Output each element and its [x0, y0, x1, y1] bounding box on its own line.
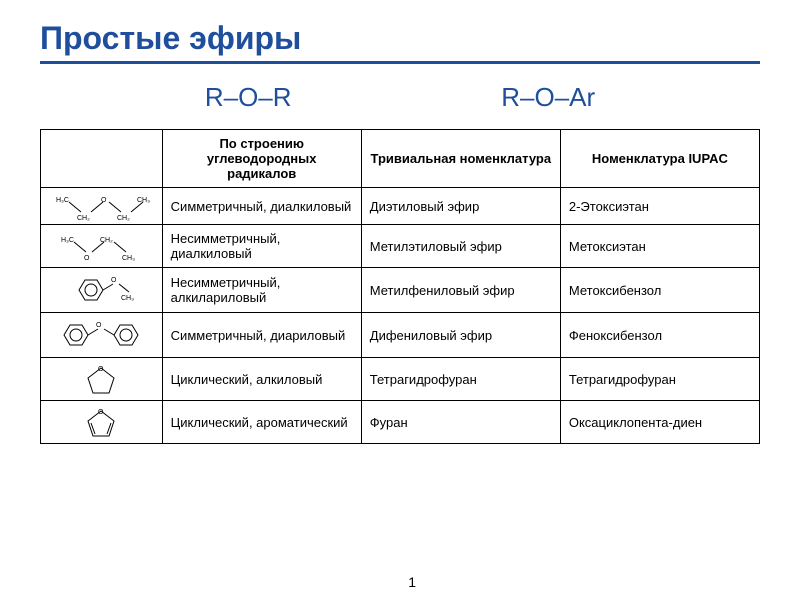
cell-iupac: Тетрагидрофуран	[560, 358, 759, 401]
cell-trivial: Метилэтиловый эфир	[361, 225, 560, 268]
svg-text:O: O	[98, 366, 104, 373]
svg-text:CH₃: CH₃	[121, 295, 134, 302]
svg-text:H₃C: H₃C	[56, 197, 69, 204]
cell-trivial: Тетрагидрофуран	[361, 358, 560, 401]
cell-iupac: Метоксибензол	[560, 268, 759, 313]
svg-text:H₃C: H₃C	[61, 237, 74, 244]
svg-text:CH₂: CH₂	[77, 215, 90, 222]
table-row: O Циклический, ароматический Фуран Оксац…	[41, 401, 760, 444]
cell-classification: Несимметричный, диалкиловый	[162, 225, 361, 268]
cell-classification: Циклический, алкиловый	[162, 358, 361, 401]
diethyl-ether-icon: H₃C CH₂ O CH₂ CH₃	[51, 190, 151, 222]
table-row: O Симметричный, диариловый Дифениловый э…	[41, 313, 760, 358]
thf-icon: O	[76, 360, 126, 398]
formula-left: R–O–R	[205, 82, 292, 113]
cell-classification: Несимметричный, алкилариловый	[162, 268, 361, 313]
svg-text:CH₃: CH₃	[137, 197, 150, 204]
page-title: Простые эфиры	[40, 20, 760, 57]
cell-iupac: Оксациклопента-диен	[560, 401, 759, 444]
structure-thf: O	[41, 358, 163, 401]
header-trivial: Тривиальная номенклатура	[361, 130, 560, 188]
diphenyl-ether-icon: O	[56, 315, 146, 355]
cell-trivial: Диэтиловый эфир	[361, 188, 560, 225]
structure-furan: O	[41, 401, 163, 444]
header-structure	[41, 130, 163, 188]
ethers-table: По строению углеводородных радикалов Три…	[40, 129, 760, 444]
table-row: H₃C O CH₂ CH₃ Несимметричный, диалкиловы…	[41, 225, 760, 268]
formula-right: R–O–Ar	[501, 82, 595, 113]
methylethyl-ether-icon: H₃C O CH₂ CH₃	[56, 230, 146, 262]
page-number: 1	[408, 574, 416, 590]
structure-diethyl: H₃C CH₂ O CH₂ CH₃	[41, 188, 163, 225]
svg-text:CH₂: CH₂	[100, 237, 113, 244]
structure-methylphenyl: O CH₃	[41, 268, 163, 313]
table-row: O CH₃ Несимметричный, алкилариловый Мети…	[41, 268, 760, 313]
table-header-row: По строению углеводородных радикалов Три…	[41, 130, 760, 188]
cell-classification: Симметричный, диариловый	[162, 313, 361, 358]
svg-text:CH₃: CH₃	[122, 255, 135, 262]
svg-text:O: O	[101, 197, 107, 204]
formula-row: R–O–R R–O–Ar	[40, 82, 760, 113]
svg-text:O: O	[84, 255, 90, 262]
cell-iupac: Метоксиэтан	[560, 225, 759, 268]
svg-text:O: O	[96, 322, 102, 329]
furan-icon: O	[76, 403, 126, 441]
cell-iupac: 2-Этоксиэтан	[560, 188, 759, 225]
cell-trivial: Дифениловый эфир	[361, 313, 560, 358]
title-divider	[40, 61, 760, 64]
structure-methylethyl: H₃C O CH₂ CH₃	[41, 225, 163, 268]
header-classification: По строению углеводородных радикалов	[162, 130, 361, 188]
svg-text:O: O	[98, 409, 104, 416]
svg-text:O: O	[111, 277, 117, 284]
cell-trivial: Фуран	[361, 401, 560, 444]
header-iupac: Номенклатура IUPAC	[560, 130, 759, 188]
cell-trivial: Метилфениловый эфир	[361, 268, 560, 313]
cell-iupac: Феноксибензол	[560, 313, 759, 358]
table-row: H₃C CH₂ O CH₂ CH₃ Симметричный, диалкило…	[41, 188, 760, 225]
slide-container: Простые эфиры R–O–R R–O–Ar По строению у…	[0, 0, 800, 600]
cell-classification: Циклический, ароматический	[162, 401, 361, 444]
svg-text:CH₂: CH₂	[117, 215, 130, 222]
structure-diphenyl: O	[41, 313, 163, 358]
cell-classification: Симметричный, диалкиловый	[162, 188, 361, 225]
table-row: O Циклический, алкиловый Тетрагидрофуран…	[41, 358, 760, 401]
methylphenyl-ether-icon: O CH₃	[61, 270, 141, 310]
